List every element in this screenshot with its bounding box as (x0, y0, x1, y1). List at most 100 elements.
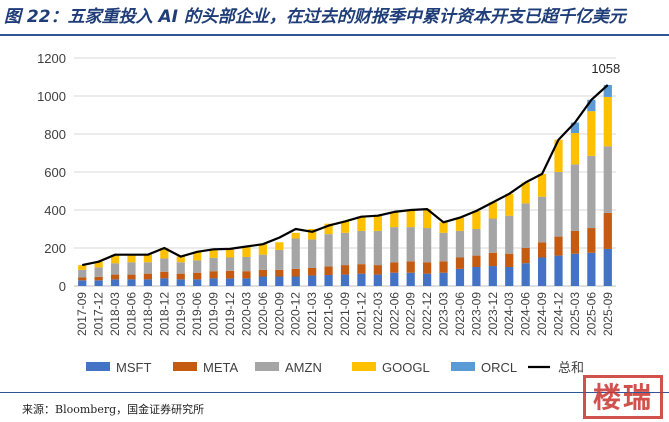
bar-meta (242, 271, 251, 279)
x-tick-label: 2019-06 (190, 292, 204, 336)
x-tick-label: 2021-03 (305, 292, 319, 336)
x-tick-label: 2023-09 (469, 292, 483, 336)
bar-amzn (554, 172, 563, 237)
legend-swatch-msft (86, 362, 110, 371)
bar-msft (225, 278, 235, 286)
bar-msft (258, 276, 267, 286)
bar-msft (587, 252, 596, 286)
bar-googl (324, 223, 333, 235)
legend-label: MSFT (116, 360, 151, 375)
bar-amzn (275, 249, 284, 270)
total-series-line (81, 84, 609, 267)
bar-amzn (357, 230, 366, 265)
y-tick-label: 1000 (37, 89, 66, 104)
bar-msft (308, 275, 317, 286)
x-tick-label: 2024-09 (535, 292, 549, 336)
x-tick-label: 2020-09 (272, 292, 286, 336)
bar-amzn (488, 218, 497, 253)
bar-msft (521, 263, 530, 286)
bar-msft (209, 278, 218, 286)
bar-meta (406, 261, 415, 273)
bar-msft (94, 280, 103, 286)
bar-amzn (505, 215, 514, 254)
bar-meta (176, 273, 185, 280)
bar-msft (110, 279, 120, 286)
x-tick-label: 2024-12 (552, 292, 566, 336)
bar-googl (373, 215, 382, 231)
bar-amzn (587, 155, 596, 229)
y-tick-label: 800 (44, 127, 66, 142)
bar-meta (521, 248, 530, 264)
bar-googl (143, 254, 153, 263)
bar-googl (521, 182, 530, 204)
x-tick-label: 2022-03 (371, 292, 385, 336)
y-axis-ticks: 0 200 400 600 800 1000 1200 (37, 51, 66, 294)
bar-msft (472, 267, 481, 286)
bar-msft (275, 276, 284, 286)
y-tick-label: 0 (59, 279, 66, 294)
bar-amzn (570, 164, 580, 231)
bar-meta (275, 269, 284, 277)
bar-msft (193, 279, 202, 286)
bar-meta (308, 267, 317, 276)
bar-googl (94, 261, 103, 268)
bar-msft (603, 248, 612, 286)
bar-googl (406, 210, 415, 228)
bar-googl (275, 242, 284, 250)
x-tick-label: 2024-03 (502, 292, 516, 336)
bar-orcl (587, 99, 596, 112)
stacked-bar-chart: 0 200 400 600 800 1000 1200 1058 2017-09 2017-1… (37, 51, 620, 375)
x-tick-label: 2025-03 (568, 292, 582, 336)
title-divider (0, 34, 669, 36)
bar-googl (209, 249, 218, 258)
x-tick-label: 2022-06 (387, 292, 401, 336)
bar-orcl (603, 84, 612, 97)
bar-amzn (242, 256, 251, 272)
bar-msft (554, 255, 563, 286)
total-data-label: 1058 (591, 61, 620, 76)
x-tick-label: 2023-06 (453, 292, 467, 336)
x-tick-label: 2020-12 (289, 292, 303, 336)
bar-meta (505, 253, 514, 267)
chart-title: 图 22：五家重投入 AI 的头部企业，在过去的财报季中累计资本开支已超千亿美元 (4, 7, 626, 27)
bar-msft (242, 278, 251, 286)
bar-meta (209, 271, 218, 279)
bar-googl (603, 96, 612, 147)
bar-amzn (521, 203, 530, 248)
bar-amzn (78, 269, 87, 278)
bar-msft (291, 276, 300, 286)
bar-msft (390, 272, 399, 286)
x-tick-label: 2018-12 (157, 292, 171, 336)
bar-amzn (225, 257, 235, 271)
bar-msft (127, 279, 136, 286)
bar-meta (94, 276, 103, 281)
bar-googl (78, 265, 87, 270)
footer-divider (0, 392, 669, 393)
bar-meta (423, 262, 432, 274)
bar-amzn (472, 229, 481, 256)
bar-amzn (258, 254, 267, 270)
source-note: 来源：Bloomberg，国金证券研究所 (22, 403, 205, 416)
y-tick-label: 1200 (37, 51, 66, 66)
bar-amzn (439, 232, 448, 262)
bar-meta (193, 272, 202, 280)
bar-meta (603, 212, 612, 249)
x-tick-label: 2020-03 (239, 292, 253, 336)
watermark-stamp: 楼瑞 (583, 375, 663, 419)
bar-googl (472, 210, 481, 229)
x-tick-label: 2022-09 (404, 292, 418, 336)
legend-swatch-orcl (451, 362, 475, 371)
bar-googl (258, 244, 267, 255)
bar-googl (176, 256, 185, 263)
legend-swatch-amzn (255, 362, 279, 371)
bar-meta (340, 265, 350, 275)
bar-googl (110, 254, 120, 264)
bar-msft (537, 257, 547, 286)
legend: MSFT META AMZN GOOGL ORCL 总和 (86, 360, 584, 375)
bar-meta (554, 236, 563, 256)
bar-msft (160, 278, 169, 286)
bar-amzn (127, 262, 136, 275)
bar-msft (455, 268, 465, 286)
x-tick-label: 2017-09 (75, 292, 89, 336)
bar-msft (373, 274, 382, 286)
